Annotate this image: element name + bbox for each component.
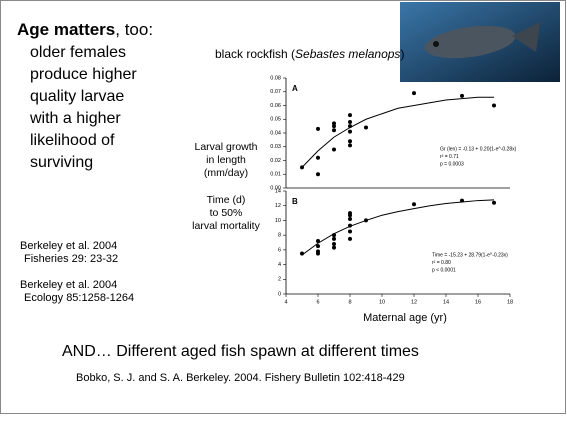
heading-line: quality larvae — [30, 88, 124, 105]
data-point — [332, 245, 336, 250]
data-point — [332, 121, 336, 126]
data-point — [364, 125, 368, 130]
data-point — [332, 147, 336, 152]
annotation: Time = -15.23 + 28.79(1-e^-0.23x) — [432, 252, 508, 258]
heading-bold: Age matters — [17, 20, 115, 39]
data-point — [316, 155, 320, 160]
heading-line: produce higher — [30, 66, 137, 83]
data-point — [348, 216, 352, 221]
data-point — [364, 218, 368, 223]
y-axis-label: (mm/day) — [204, 167, 248, 179]
statement: AND… Different aged fish spawn at differ… — [62, 343, 419, 360]
y-axis-label: in length — [206, 154, 246, 166]
y-tick-label: 2 — [278, 277, 281, 283]
y-tick-label: 0.03 — [270, 144, 281, 150]
y-tick-label: 6 — [278, 247, 281, 253]
caption-part: ) — [400, 47, 404, 61]
y-tick-label: 4 — [278, 262, 281, 268]
data-point — [332, 236, 336, 241]
data-point — [492, 200, 496, 205]
y-tick-label: 0.07 — [270, 89, 281, 95]
citation: Berkeley et al. 2004 — [20, 240, 117, 252]
heading-rest: , too: — [115, 20, 153, 39]
panel-label: A — [292, 84, 298, 93]
annotation: p < 0.0001 — [432, 267, 456, 273]
heading-line: surviving — [30, 154, 93, 171]
y-axis-label: Larval growth — [194, 141, 257, 153]
x-tick-label: 16 — [475, 299, 481, 305]
data-point — [316, 126, 320, 131]
fish-photo — [400, 2, 560, 82]
annotation: Gr (len) = -0.13 + 0.20(1-e^-0.28x) — [440, 146, 517, 152]
data-point — [316, 251, 320, 256]
y-tick-label: 0.06 — [270, 103, 281, 109]
y-axis-label: Time (d) — [207, 194, 246, 206]
heading-line: older females — [30, 44, 126, 61]
citation: Ecology 85:1258-1264 — [24, 292, 134, 304]
y-axis-label: to 50% — [210, 207, 243, 219]
data-point — [348, 236, 352, 241]
reference: Bobko, S. J. and S. A. Berkeley. 2004. F… — [76, 372, 405, 384]
data-point — [348, 129, 352, 134]
data-point — [348, 124, 352, 129]
data-point — [316, 172, 320, 177]
heading-line: likelihood of — [30, 132, 115, 149]
y-tick-label: 14 — [275, 188, 281, 194]
data-point — [348, 113, 352, 118]
data-point — [348, 211, 352, 216]
data-point — [348, 223, 352, 228]
data-point — [332, 233, 336, 238]
y-tick-label: 8 — [278, 233, 281, 239]
annotation: p = 0.0003 — [440, 161, 464, 167]
data-point — [492, 103, 496, 108]
x-tick-label: 14 — [443, 299, 449, 305]
data-point — [300, 165, 304, 170]
data-point — [460, 93, 464, 98]
x-tick-label: 6 — [316, 299, 319, 305]
y-tick-label: 0.01 — [270, 172, 281, 178]
y-tick-label: 0 — [278, 291, 281, 297]
x-tick-label: 12 — [411, 299, 417, 305]
heading: Age matters, too: — [17, 20, 153, 39]
data-point — [316, 239, 320, 244]
heading-line: with a higher — [29, 110, 121, 127]
photo-caption: black rockfish (Sebastes melanops) — [215, 47, 404, 61]
x-tick-label: 4 — [284, 299, 287, 305]
y-tick-label: 0.08 — [270, 75, 281, 81]
data-point — [332, 241, 336, 246]
caption-species: Sebastes melanops — [295, 47, 400, 61]
y-tick-label: 0.05 — [270, 117, 281, 123]
caption-part: black rockfish ( — [215, 47, 295, 61]
x-axis-label: Maternal age (yr) — [363, 312, 447, 324]
annotation: r² = 0.71 — [440, 154, 459, 160]
y-tick-label: 0.02 — [270, 158, 281, 164]
y-tick-label: 0.00 — [270, 185, 281, 191]
x-tick-label: 18 — [507, 299, 513, 305]
citation: Berkeley et al. 2004 — [20, 279, 117, 291]
data-point — [300, 251, 304, 256]
data-point — [348, 143, 352, 148]
y-axis-label: larval mortality — [192, 220, 260, 232]
fit-curve — [301, 96, 494, 168]
annotation: r² = 0.80 — [432, 260, 451, 266]
data-point — [348, 120, 352, 124]
data-point — [348, 229, 352, 234]
y-tick-label: 10 — [275, 218, 281, 224]
data-point — [332, 128, 336, 133]
panel-label: B — [292, 197, 298, 206]
y-tick-label: 0.04 — [270, 130, 281, 136]
data-point — [332, 124, 336, 129]
data-point — [460, 198, 464, 203]
data-point — [316, 244, 320, 249]
x-tick-label: 10 — [379, 299, 385, 305]
citation: Fisheries 29: 23-32 — [24, 253, 118, 265]
data-point — [412, 91, 416, 96]
y-tick-label: 12 — [275, 203, 281, 209]
data-point — [348, 139, 352, 144]
data-point — [412, 202, 416, 207]
x-tick-label: 8 — [348, 299, 351, 305]
